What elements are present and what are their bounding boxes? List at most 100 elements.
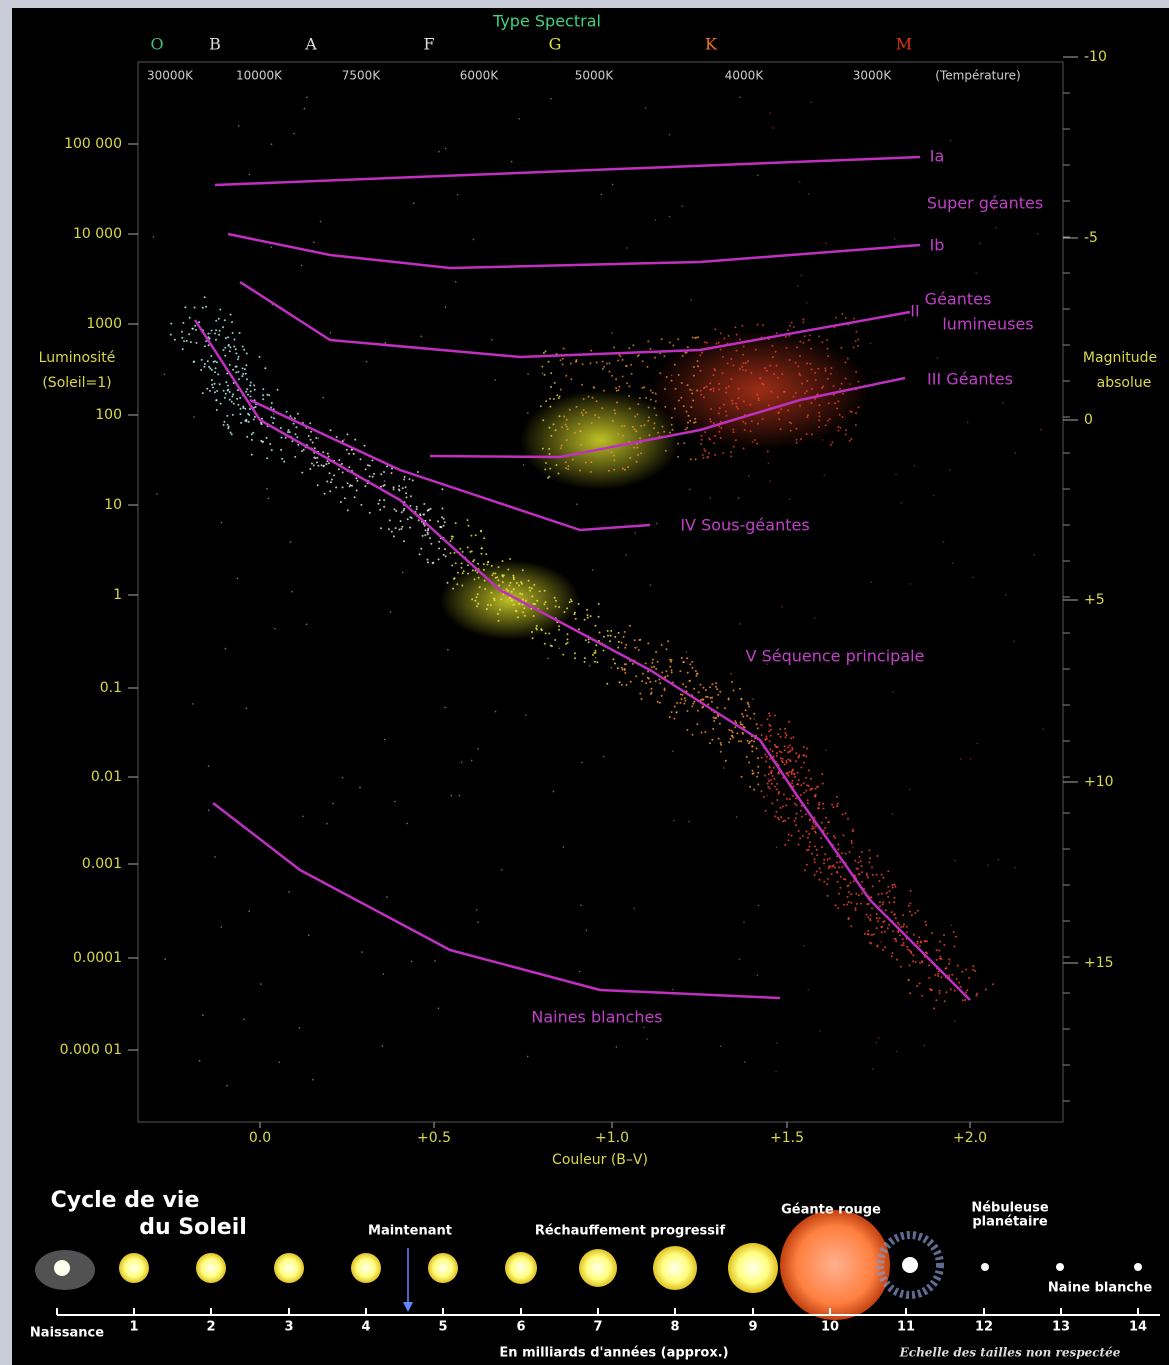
star bbox=[438, 548, 440, 550]
star bbox=[753, 718, 755, 720]
star bbox=[821, 387, 823, 389]
star bbox=[777, 396, 779, 398]
star bbox=[839, 414, 841, 416]
star bbox=[603, 366, 605, 368]
star bbox=[919, 945, 921, 947]
star bbox=[194, 325, 196, 327]
star bbox=[427, 529, 429, 531]
star bbox=[611, 667, 613, 669]
star bbox=[556, 464, 558, 466]
star bbox=[570, 599, 572, 601]
star bbox=[567, 428, 569, 430]
star bbox=[818, 404, 820, 406]
star bbox=[562, 358, 564, 360]
star bbox=[909, 902, 911, 904]
star bbox=[648, 407, 650, 409]
star bbox=[233, 403, 235, 405]
star bbox=[384, 480, 386, 482]
star bbox=[824, 853, 826, 855]
star bbox=[797, 772, 799, 774]
star bbox=[820, 837, 822, 839]
star bbox=[861, 851, 863, 853]
star bbox=[192, 703, 194, 705]
star bbox=[886, 892, 888, 894]
star bbox=[880, 926, 882, 928]
star bbox=[701, 707, 703, 709]
star bbox=[211, 330, 213, 332]
star bbox=[814, 861, 816, 863]
star bbox=[225, 381, 227, 383]
star bbox=[1042, 728, 1044, 730]
star bbox=[833, 385, 835, 387]
star bbox=[682, 683, 684, 685]
star bbox=[985, 989, 987, 991]
star bbox=[667, 675, 669, 677]
star bbox=[477, 593, 479, 595]
star bbox=[827, 833, 829, 835]
star bbox=[672, 429, 674, 431]
star bbox=[550, 98, 552, 100]
star bbox=[796, 346, 798, 348]
star bbox=[950, 140, 952, 142]
star bbox=[797, 365, 799, 367]
star bbox=[669, 666, 671, 668]
star bbox=[796, 439, 798, 441]
star bbox=[754, 439, 756, 441]
star bbox=[745, 362, 747, 364]
star bbox=[686, 411, 688, 413]
star bbox=[617, 360, 619, 362]
star bbox=[887, 886, 889, 888]
star bbox=[820, 871, 822, 873]
star bbox=[892, 887, 894, 889]
star bbox=[679, 702, 681, 704]
star bbox=[686, 651, 688, 653]
star bbox=[472, 561, 474, 563]
star bbox=[772, 127, 774, 129]
star bbox=[787, 746, 789, 748]
star bbox=[202, 392, 204, 394]
star bbox=[485, 553, 487, 555]
star bbox=[823, 859, 825, 861]
star bbox=[826, 883, 828, 885]
star bbox=[810, 102, 812, 104]
star bbox=[461, 585, 463, 587]
star bbox=[790, 430, 792, 432]
star bbox=[301, 472, 303, 474]
star bbox=[590, 350, 592, 352]
star bbox=[728, 729, 730, 731]
star bbox=[701, 352, 703, 354]
star bbox=[589, 665, 591, 667]
star bbox=[671, 424, 673, 426]
star bbox=[611, 375, 613, 377]
star bbox=[957, 965, 959, 967]
star bbox=[796, 442, 798, 444]
star bbox=[703, 396, 705, 398]
star bbox=[519, 593, 521, 595]
star bbox=[259, 356, 261, 358]
star bbox=[677, 338, 679, 340]
star bbox=[654, 422, 656, 424]
star bbox=[268, 498, 270, 500]
star bbox=[715, 686, 717, 688]
star bbox=[614, 409, 616, 411]
star bbox=[733, 446, 735, 448]
star bbox=[701, 439, 703, 441]
star bbox=[976, 993, 978, 995]
star bbox=[347, 433, 349, 435]
star bbox=[836, 796, 838, 798]
star bbox=[699, 354, 701, 356]
star bbox=[851, 840, 853, 842]
star bbox=[771, 345, 773, 347]
star bbox=[844, 362, 846, 364]
star bbox=[553, 791, 555, 793]
star bbox=[830, 444, 832, 446]
star bbox=[341, 463, 343, 465]
star bbox=[870, 914, 872, 916]
star bbox=[756, 776, 758, 778]
star bbox=[325, 463, 327, 465]
cycle-label: Réchauffement progressif bbox=[535, 1224, 726, 1239]
star bbox=[773, 373, 775, 375]
star bbox=[704, 450, 706, 452]
star bbox=[447, 582, 449, 584]
star bbox=[806, 748, 808, 750]
